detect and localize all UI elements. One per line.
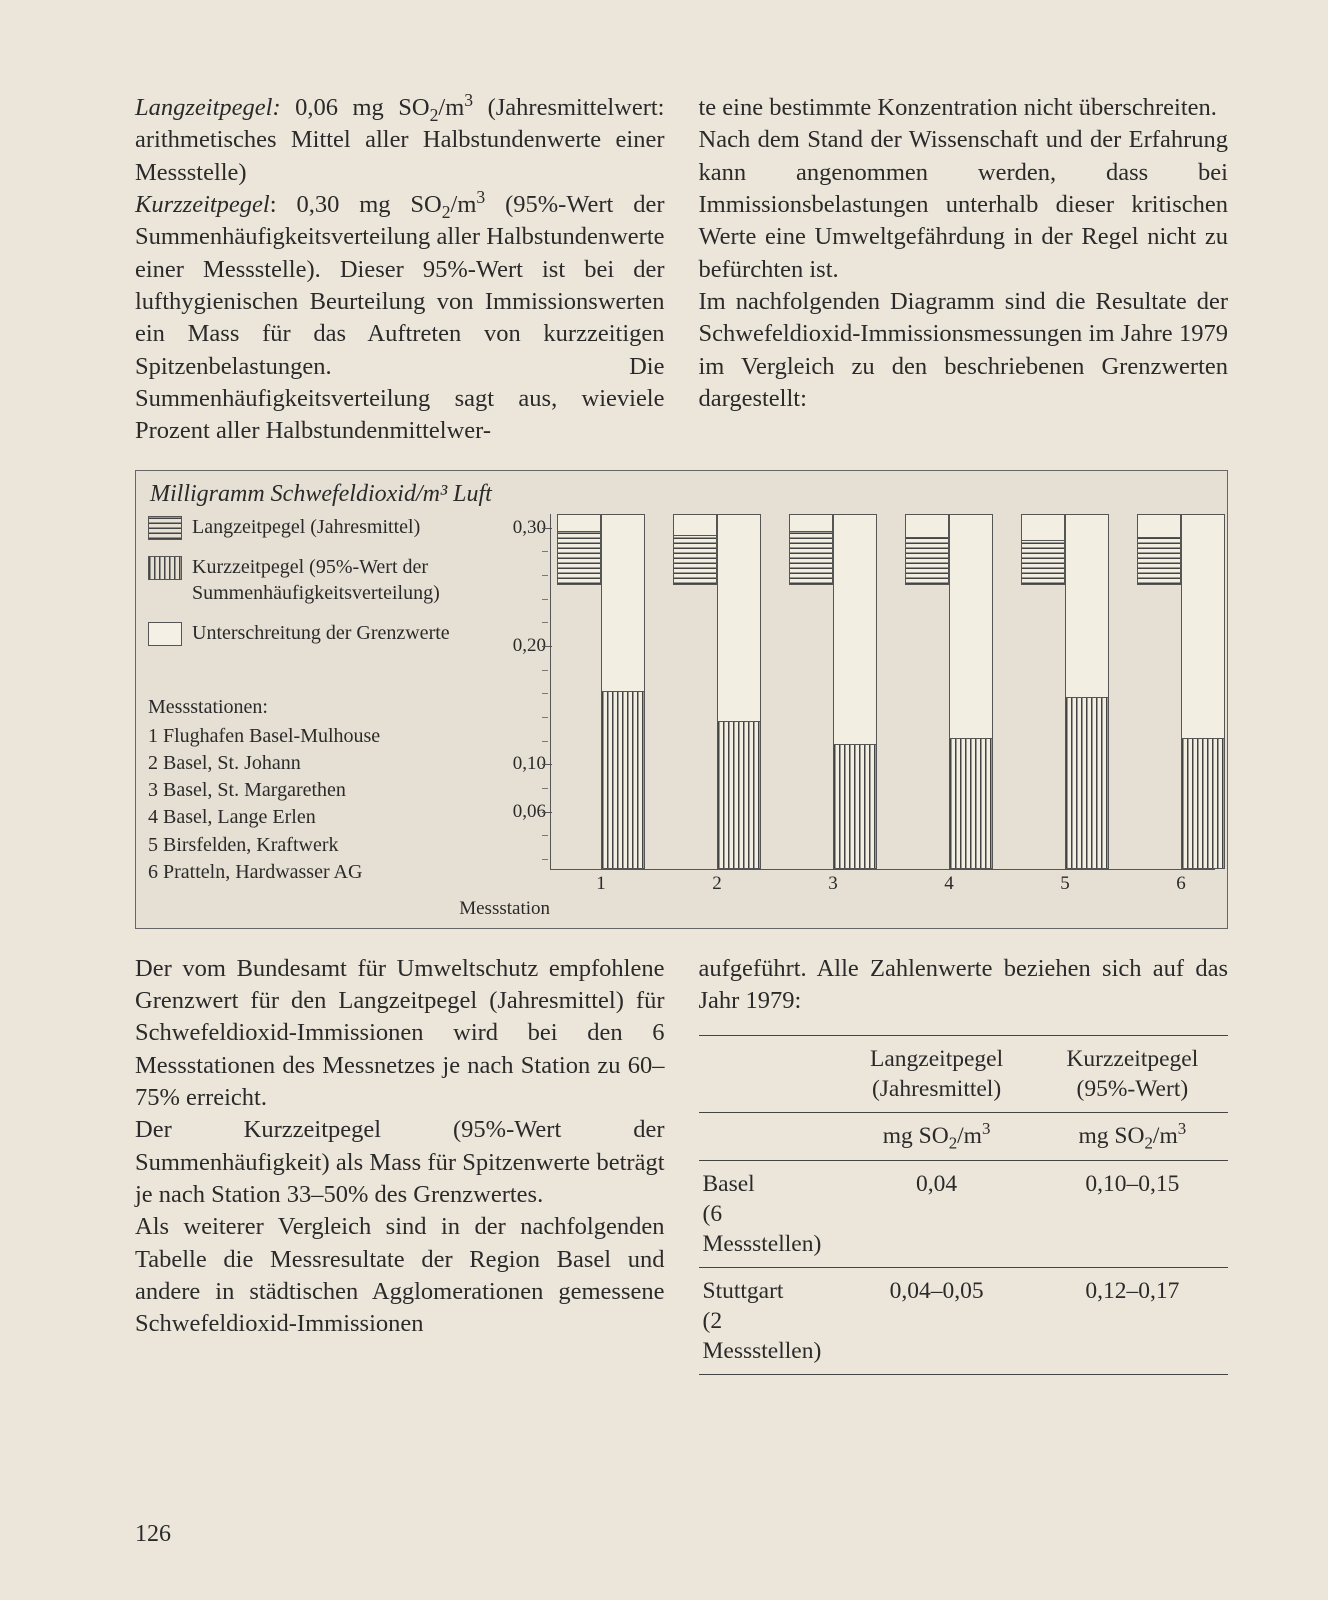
station-list-title: Messstationen:	[148, 694, 488, 721]
table-header: Langzeitpegel (Jahresmittel)	[836, 1036, 1036, 1113]
bar-group: 1	[557, 514, 645, 869]
station-row: 2 Basel, St. Johann	[148, 750, 488, 777]
table-cell: 0,04–0,05	[836, 1268, 1036, 1375]
legend-swatch-icon	[148, 622, 182, 646]
comparison-table: Langzeitpegel (Jahresmittel)Kurzzeitpege…	[699, 1035, 1229, 1375]
top-text-columns: Langzeitpegel: 0,06 mg SO2/m3 (Jahresmit…	[135, 92, 1228, 448]
bar-kurzzeit-value	[717, 721, 761, 869]
x-tick-label: 4	[944, 873, 954, 895]
y-tick-minor	[542, 835, 548, 836]
bar-kurzzeit	[949, 514, 993, 869]
chart-legend: Langzeitpegel (Jahresmittel) Kurzzeitpege…	[148, 514, 488, 894]
table-cell: 0,04	[836, 1161, 1036, 1268]
table-cell: Basel(6 Messstellen)	[699, 1161, 837, 1268]
bar-group: 4	[905, 514, 993, 869]
top-right-column: te eine bestimmte Konzentration nicht üb…	[699, 92, 1229, 448]
bar-langzeit	[1137, 514, 1181, 585]
top-right-paragraph: te eine bestimmte Konzentration nicht üb…	[699, 92, 1229, 415]
bar-group: 6	[1137, 514, 1225, 869]
top-left-paragraph: Langzeitpegel: 0,06 mg SO2/m3 (Jahresmit…	[135, 92, 665, 448]
bar-kurzzeit-value	[1065, 697, 1109, 869]
bar-kurzzeit	[833, 514, 877, 869]
bar-kurzzeit	[1181, 514, 1225, 869]
y-tick-label: 0,06	[513, 801, 546, 823]
legend-item: Langzeitpegel (Jahresmittel)	[148, 514, 488, 540]
table-header: Kurzzeitpegel (95%-Wert)	[1037, 1036, 1228, 1113]
y-tick-minor	[542, 717, 548, 718]
bar-langzeit-value	[905, 537, 949, 584]
bar-group: 2	[673, 514, 761, 869]
bar-kurzzeit	[717, 514, 761, 869]
y-tick-label: 0,10	[513, 753, 546, 775]
bar-langzeit-value	[1021, 540, 1065, 585]
so2-chart: Milligramm Schwefeldioxid/m³ Luft Langze…	[135, 470, 1228, 929]
bottom-right-paragraph: aufgeführt. Alle Zahlenwerte beziehen si…	[699, 953, 1229, 1018]
y-tick-minor	[542, 622, 548, 623]
table-cell: 0,12–0,17	[1037, 1268, 1228, 1375]
bottom-text-columns: Der vom Bundesamt für Umweltschutz empfo…	[135, 953, 1228, 1375]
bar-langzeit	[1021, 514, 1065, 585]
bar-group: 5	[1021, 514, 1109, 869]
bar-langzeit	[673, 514, 717, 585]
bottom-left-paragraph: Der vom Bundesamt für Umweltschutz empfo…	[135, 953, 665, 1341]
bar-langzeit	[789, 514, 833, 585]
table-units: mg SO2/m3	[1037, 1113, 1228, 1160]
page-number: 126	[135, 1521, 171, 1548]
table-cell: Stuttgart(2 Messstellen)	[699, 1268, 837, 1375]
station-row: 4 Basel, Lange Erlen	[148, 804, 488, 831]
table-header	[699, 1036, 837, 1113]
table-units	[699, 1113, 837, 1160]
bar-langzeit	[905, 514, 949, 585]
y-tick-minor	[542, 575, 548, 576]
legend-item: Kurzzeitpegel (95%-Wert der Summenhäufig…	[148, 554, 488, 606]
station-row: 3 Basel, St. Margarethen	[148, 777, 488, 804]
y-tick-minor	[542, 693, 548, 694]
bar-group: 3	[789, 514, 877, 869]
station-row: 1 Flughafen Basel-Mulhouse	[148, 723, 488, 750]
bar-kurzzeit	[1065, 514, 1109, 869]
bar-kurzzeit-value	[601, 691, 645, 869]
legend-swatch-icon	[148, 516, 182, 540]
y-tick-minor	[542, 670, 548, 671]
y-tick-minor	[542, 741, 548, 742]
y-axis: 0,30 0,20 0,10 0,06	[488, 514, 550, 894]
table-units: mg SO2/m3	[836, 1113, 1036, 1160]
plot-area: 123456	[550, 514, 1215, 870]
x-axis-title: Messstation	[148, 898, 558, 920]
x-tick-label: 3	[828, 873, 838, 895]
bar-langzeit-value	[789, 531, 833, 584]
legend-label: Kurzzeitpegel (95%-Wert der Summenhäufig…	[192, 554, 488, 606]
bar-langzeit-value	[1137, 537, 1181, 584]
x-tick-label: 6	[1176, 873, 1186, 895]
station-list: Messstationen: 1 Flughafen Basel-Mulhous…	[148, 694, 488, 886]
station-row: 5 Birsfelden, Kraftwerk	[148, 832, 488, 859]
y-tick-label: 0,30	[513, 517, 546, 539]
top-left-column: Langzeitpegel: 0,06 mg SO2/m3 (Jahresmit…	[135, 92, 665, 448]
bar-langzeit	[557, 514, 601, 585]
station-row: 6 Pratteln, Hardwasser AG	[148, 859, 488, 886]
chart-title: Milligramm Schwefeldioxid/m³ Luft	[150, 481, 1215, 508]
y-tick-minor	[542, 599, 548, 600]
legend-item: Unterschreitung der Grenzwerte	[148, 620, 488, 646]
y-tick-minor	[542, 859, 548, 860]
bar-langzeit-value	[557, 531, 601, 584]
legend-swatch-icon	[148, 556, 182, 580]
x-tick-label: 2	[712, 873, 722, 895]
bar-kurzzeit-value	[1181, 738, 1225, 868]
bar-kurzzeit-value	[833, 744, 877, 868]
x-axis-label-row: Messstation	[148, 898, 1215, 920]
bar-langzeit-value	[673, 535, 717, 585]
y-tick-label: 0,20	[513, 635, 546, 657]
legend-label: Unterschreitung der Grenzwerte	[192, 620, 450, 646]
bottom-left-column: Der vom Bundesamt für Umweltschutz empfo…	[135, 953, 665, 1375]
y-tick-minor	[542, 551, 548, 552]
bottom-right-column: aufgeführt. Alle Zahlenwerte beziehen si…	[699, 953, 1229, 1375]
legend-label: Langzeitpegel (Jahresmittel)	[192, 514, 420, 540]
x-tick-label: 1	[596, 873, 606, 895]
y-tick-minor	[542, 788, 548, 789]
x-tick-label: 5	[1060, 873, 1070, 895]
bar-kurzzeit-value	[949, 738, 993, 868]
table-cell: 0,10–0,15	[1037, 1161, 1228, 1268]
bar-kurzzeit	[601, 514, 645, 869]
